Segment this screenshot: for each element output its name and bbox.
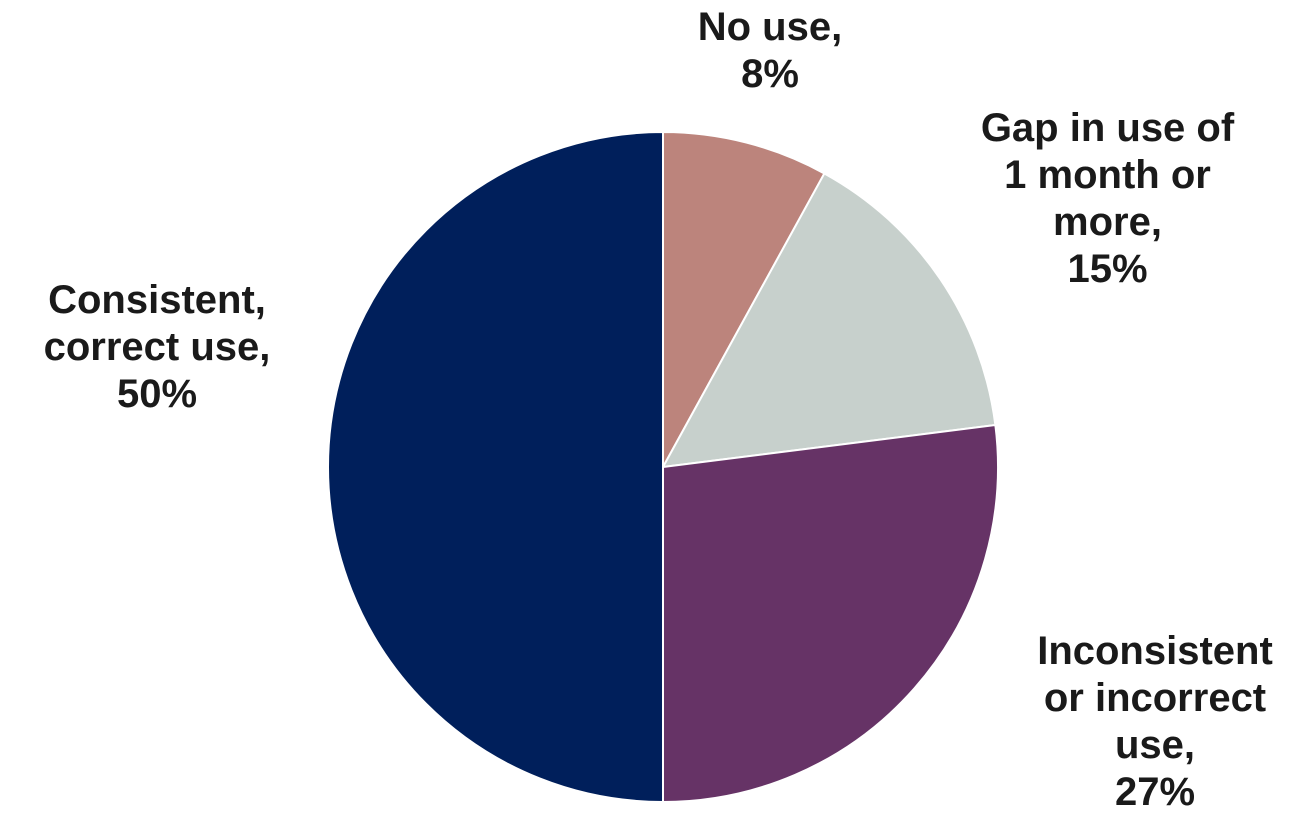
- slice-inconsistent-use: [662, 423, 999, 804]
- label-no-use: No use, 8%: [670, 4, 870, 98]
- label-inconsistent-line-1: Inconsistent: [1037, 629, 1273, 673]
- label-inconsistent-use: Inconsistent or incorrect use, 27%: [1005, 628, 1303, 816]
- label-gap-line-2: 1 month or: [1004, 153, 1211, 197]
- label-no-use-line-1: No use,: [697, 5, 843, 49]
- label-gap-line-4: 15%: [1067, 247, 1148, 291]
- label-gap-line-1: Gap in use of: [980, 106, 1235, 150]
- slice-gap-in-use: [661, 172, 997, 469]
- pie-slices: [327, 130, 999, 804]
- label-consistent-use: Consistent, correct use, 50%: [2, 277, 312, 418]
- label-consistent-line-2: correct use,: [43, 325, 271, 369]
- label-gap-in-use: Gap in use of 1 month or more, 15%: [945, 105, 1270, 293]
- label-inconsistent-line-2: or incorrect: [1043, 676, 1267, 720]
- label-consistent-line-3: 50%: [116, 372, 198, 416]
- slice-consistent-use: [327, 130, 664, 804]
- label-consistent-line-1: Consistent,: [48, 278, 266, 322]
- slice-no-use: [662, 130, 826, 468]
- label-no-use-line-2: 8%: [741, 52, 799, 96]
- label-inconsistent-line-4: 27%: [1114, 770, 1196, 814]
- label-inconsistent-line-3: use,: [1114, 723, 1196, 767]
- label-gap-line-3: more,: [1053, 200, 1162, 244]
